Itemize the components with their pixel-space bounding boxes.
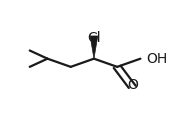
- Polygon shape: [90, 36, 98, 59]
- Text: Cl: Cl: [87, 31, 101, 44]
- Text: O: O: [127, 78, 138, 92]
- Text: OH: OH: [146, 52, 167, 66]
